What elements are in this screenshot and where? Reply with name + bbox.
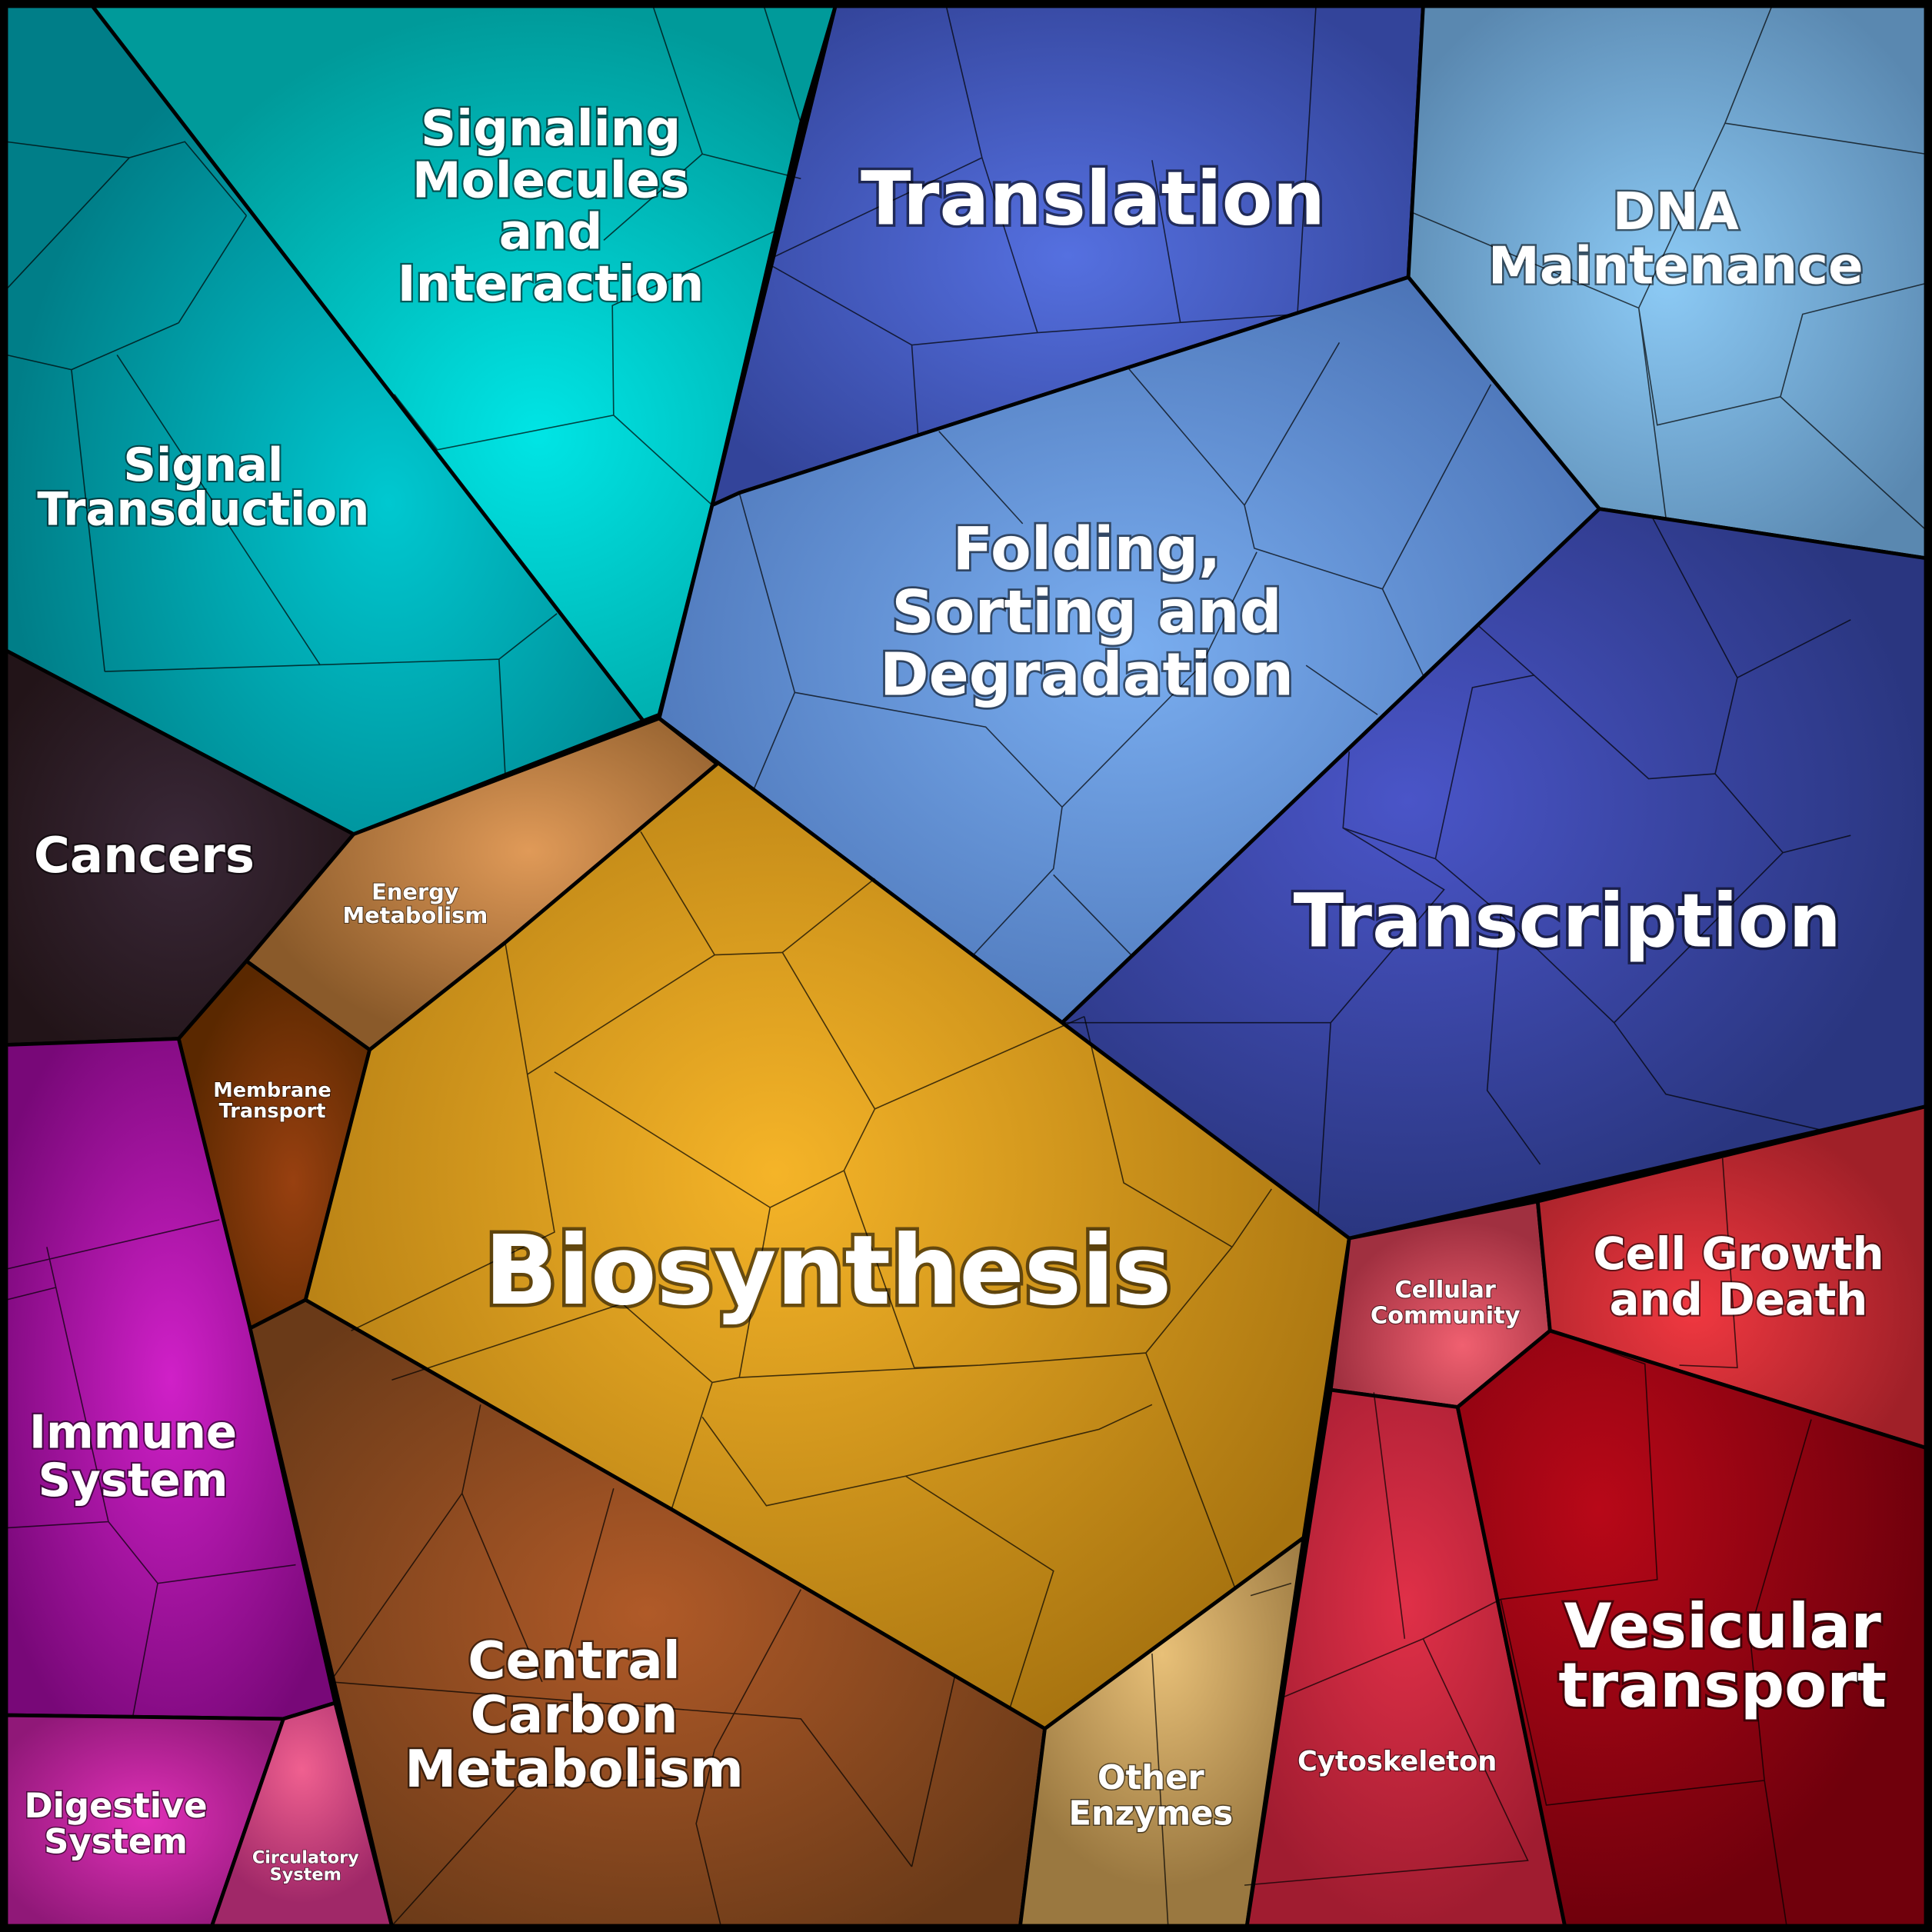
region-label: Cellular Community — [1371, 1277, 1521, 1330]
cell-line — [394, 5, 802, 506]
cell-line — [351, 831, 1272, 1707]
label-line: transport — [1558, 1650, 1887, 1721]
region-label: Digestive System — [24, 1785, 207, 1861]
label-line: Enzymes — [1068, 1795, 1233, 1834]
label-line: Folding, — [953, 515, 1221, 584]
region-label: Translation — [861, 156, 1325, 242]
label-line: System — [38, 1454, 228, 1507]
label-line: Signal — [123, 438, 283, 491]
label-line: Transduction — [37, 482, 369, 535]
cell-line — [769, 5, 1317, 434]
cell-line — [1151, 1582, 1292, 1927]
label-line: Energy — [371, 878, 459, 904]
label-line: Molecules — [412, 152, 689, 209]
region-label: Central Carbon Metabolism — [405, 1631, 744, 1799]
region-label: Folding, Sorting and Degradation — [880, 515, 1294, 709]
region-label: Signaling Molecules and Interaction — [398, 101, 705, 313]
cell-line — [5, 141, 558, 774]
label-line: Circulatory — [252, 1847, 359, 1867]
cell-line — [1411, 5, 1927, 531]
label-line: Cellular — [1394, 1277, 1495, 1304]
cell-line — [738, 341, 1492, 956]
label-line: Transport — [219, 1100, 326, 1123]
label-line: Carbon — [470, 1684, 678, 1744]
region-label: Circulatory System — [252, 1847, 359, 1884]
region-label: Signal Transduction — [37, 438, 369, 536]
label-line: Maintenance — [1488, 235, 1864, 295]
region-label: Biosynthesis — [485, 1215, 1172, 1327]
label-line: Central — [468, 1631, 681, 1690]
label-line: Sorting and — [891, 578, 1281, 647]
region-label: DNA Maintenance — [1488, 182, 1864, 295]
region — [1060, 507, 1928, 1241]
region-label: Other Enzymes — [1068, 1759, 1233, 1833]
region-label: Membrane Transport — [213, 1079, 331, 1123]
label-line: and Death — [1610, 1273, 1868, 1325]
label-line: Cytoskeleton — [1297, 1746, 1497, 1777]
region-label: Vesicular transport — [1558, 1591, 1887, 1721]
region-label: Immune System — [29, 1405, 237, 1506]
region-label: Energy Metabolism — [342, 878, 488, 928]
cell-line — [328, 1404, 956, 1927]
label-line: Digestive — [24, 1785, 207, 1826]
regions — [4, 4, 1928, 1928]
label-line: Transcription — [1294, 878, 1841, 964]
label-line: Other — [1098, 1759, 1205, 1797]
cell-line — [5, 1219, 296, 1716]
label-line: Translation — [861, 156, 1325, 242]
label-line: Signaling — [421, 101, 681, 158]
label-line: Immune — [29, 1405, 237, 1458]
region-label: Cytoskeleton — [1297, 1746, 1497, 1777]
label-line: Cell Growth — [1593, 1227, 1884, 1280]
label-line: System — [44, 1820, 188, 1861]
label-line: DNA — [1613, 182, 1739, 242]
label-line: Degradation — [880, 641, 1294, 710]
label-line: Membrane — [213, 1079, 331, 1102]
label-line: Interaction — [398, 256, 705, 313]
cell-lines — [5, 5, 1927, 1927]
label-line: Biosynthesis — [485, 1215, 1172, 1327]
label-line: System — [270, 1865, 341, 1885]
region-label: Transcription — [1294, 878, 1841, 964]
label-line: Community — [1371, 1303, 1521, 1330]
label-line: Metabolism — [342, 902, 488, 928]
label-line: Vesicular — [1564, 1591, 1881, 1662]
label-line: Cancers — [34, 828, 255, 884]
label-line: and — [499, 205, 603, 261]
region-label: Cancers — [34, 828, 255, 884]
cell-line — [1061, 515, 1851, 1214]
region-label: Cell Growth and Death — [1593, 1227, 1884, 1325]
label-line: Metabolism — [405, 1739, 744, 1799]
cell-line — [1244, 1158, 1812, 1927]
